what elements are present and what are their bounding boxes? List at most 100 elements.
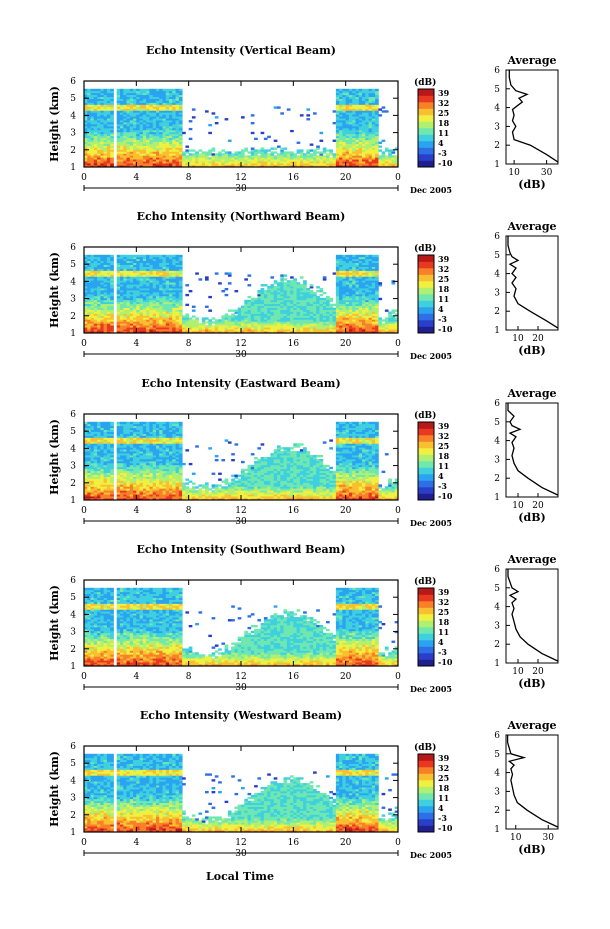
heatmap-cell — [306, 114, 311, 117]
heatmap-cell — [283, 153, 288, 156]
heatmap-cell — [185, 284, 190, 287]
heatmap-cell — [381, 153, 386, 156]
heatmap-cell — [260, 327, 265, 330]
heatmap-cell — [146, 163, 150, 166]
heatmap-cell — [335, 165, 340, 168]
heatmap-cell — [280, 305, 284, 308]
heatmap-cell — [126, 108, 131, 111]
heatmap-cell — [218, 159, 222, 162]
heatmap-cell — [136, 163, 140, 166]
heatmap-cell — [172, 102, 176, 105]
heatmap-cell — [84, 468, 88, 472]
heatmap-cell — [368, 317, 373, 320]
heatmap-cell — [172, 303, 176, 307]
heatmap-cell — [93, 108, 98, 111]
heatmap-cell — [84, 474, 88, 477]
heatmap-cell — [358, 122, 363, 125]
heatmap-cell — [162, 151, 167, 154]
heatmap-cell — [162, 129, 167, 133]
heatmap-cell — [339, 145, 343, 148]
heatmap-cell — [348, 315, 353, 318]
heatmap-cell — [371, 327, 376, 330]
heatmap-cell — [139, 88, 144, 92]
heatmap-cell — [335, 110, 340, 113]
heatmap-cell — [368, 256, 373, 260]
heatmap-cell — [254, 313, 258, 316]
heatmap-cell — [169, 292, 173, 295]
heatmap-cell — [231, 319, 235, 322]
heatmap-cell — [342, 297, 347, 301]
heatmap-cell — [335, 268, 340, 271]
heatmap-cell — [277, 286, 281, 289]
heatmap-cell — [198, 329, 203, 332]
x-tick-label: 16 — [288, 339, 300, 349]
heatmap-cell — [87, 313, 91, 316]
heatmap-cell — [394, 155, 399, 158]
heatmap-cell — [368, 159, 373, 162]
heatmap-cell — [123, 266, 127, 269]
heatmap-cell — [362, 305, 366, 308]
heatmap-cell — [286, 153, 291, 156]
heatmap-cell — [224, 315, 229, 318]
heatmap-cell — [136, 307, 140, 310]
heatmap-cell — [126, 266, 131, 269]
heatmap-cell — [152, 321, 157, 324]
heatmap-cell — [162, 325, 167, 328]
heatmap-cell — [87, 462, 91, 466]
heatmap-cell — [342, 280, 347, 283]
heatmap-cell — [191, 149, 196, 152]
heatmap-cell — [172, 118, 176, 121]
heatmap-cell — [365, 319, 369, 322]
heatmap-cell — [90, 309, 95, 312]
heatmap-cell — [332, 155, 337, 158]
heatmap-cell — [348, 96, 353, 99]
heatmap-cell — [110, 297, 114, 301]
heatmap-cell — [299, 286, 304, 289]
heatmap-cell — [273, 297, 278, 301]
heatmap-cell — [116, 323, 121, 326]
heatmap-cell — [129, 90, 134, 94]
heatmap-cell — [335, 149, 340, 152]
heatmap-cell — [263, 325, 268, 328]
heatmap-cell — [348, 317, 353, 320]
heatmap-cell — [149, 301, 154, 305]
heatmap-cell — [103, 311, 108, 314]
heatmap-cell — [352, 114, 356, 117]
heatmap-cell — [178, 165, 183, 168]
heatmap-cell — [146, 116, 150, 119]
heatmap-cell — [172, 274, 176, 277]
heatmap-cell — [175, 92, 180, 96]
heatmap-cell — [303, 297, 307, 301]
heatmap-cell — [371, 112, 376, 115]
heatmap-cell — [355, 264, 360, 267]
heatmap-cell — [345, 295, 350, 299]
heatmap-cell — [159, 256, 163, 260]
heatmap-cell — [156, 139, 160, 142]
heatmap-cell — [136, 321, 140, 324]
heatmap-cell — [149, 284, 154, 287]
heatmap-cell — [368, 307, 373, 310]
heatmap-cell — [339, 307, 343, 310]
heatmap-cell — [84, 323, 88, 326]
heatmap-cell — [103, 88, 108, 92]
heatmap-cell — [348, 120, 353, 123]
heatmap-cell — [260, 319, 265, 322]
heatmap-cell — [133, 153, 137, 156]
heatmap-cell — [371, 325, 376, 328]
heatmap-cell — [371, 124, 376, 127]
heatmap-cell — [97, 129, 101, 133]
heatmap-cell — [358, 303, 363, 307]
heatmap-cell — [214, 327, 219, 330]
heatmap-cell — [136, 262, 140, 265]
heatmap-cell — [280, 280, 284, 283]
heatmap-cell — [178, 133, 183, 137]
heatmap-cell — [126, 129, 131, 133]
heatmap-cell — [159, 159, 163, 162]
heatmap-cell — [375, 299, 379, 303]
heatmap-cell — [355, 293, 360, 297]
heatmap-cell — [362, 290, 366, 293]
heatmap-cell — [335, 116, 340, 119]
heatmap-cell — [195, 327, 199, 330]
heatmap-cell — [293, 293, 297, 297]
heatmap-cell — [277, 145, 281, 148]
